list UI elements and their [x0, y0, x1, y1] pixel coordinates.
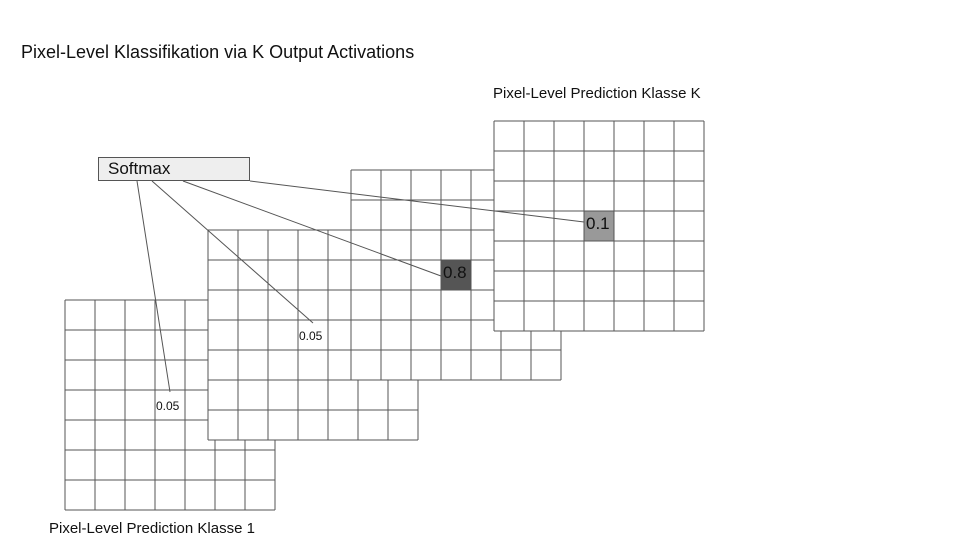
- connector-line-klasse-1: [136, 180, 171, 393]
- highlight-cell: [155, 390, 185, 420]
- cell-value-klasse-k: 0.1: [586, 214, 610, 233]
- highlight-cell: [441, 260, 471, 290]
- connector-line-klasse-2: [151, 180, 314, 324]
- highlight-cell: [298, 320, 328, 350]
- grid-klasse-k: [493, 120, 705, 332]
- cell-value-klasse-3: 0.8: [443, 263, 467, 282]
- cell-value-klasse-1: 0.05: [156, 399, 180, 413]
- connector-line-klasse-k: [249, 180, 585, 223]
- connector-line-klasse-3: [182, 180, 442, 277]
- grid-label-klasse-1: Pixel-Level Prediction Klasse 1: [49, 520, 255, 537]
- highlight-cell: [584, 211, 614, 241]
- grid-label-klasse-k: Pixel-Level Prediction Klasse K: [493, 85, 701, 102]
- softmax-box: Softmax: [98, 157, 250, 181]
- cell-value-klasse-2: 0.05: [299, 329, 323, 343]
- page-title: Pixel-Level Klassifikation via K Output …: [21, 42, 415, 62]
